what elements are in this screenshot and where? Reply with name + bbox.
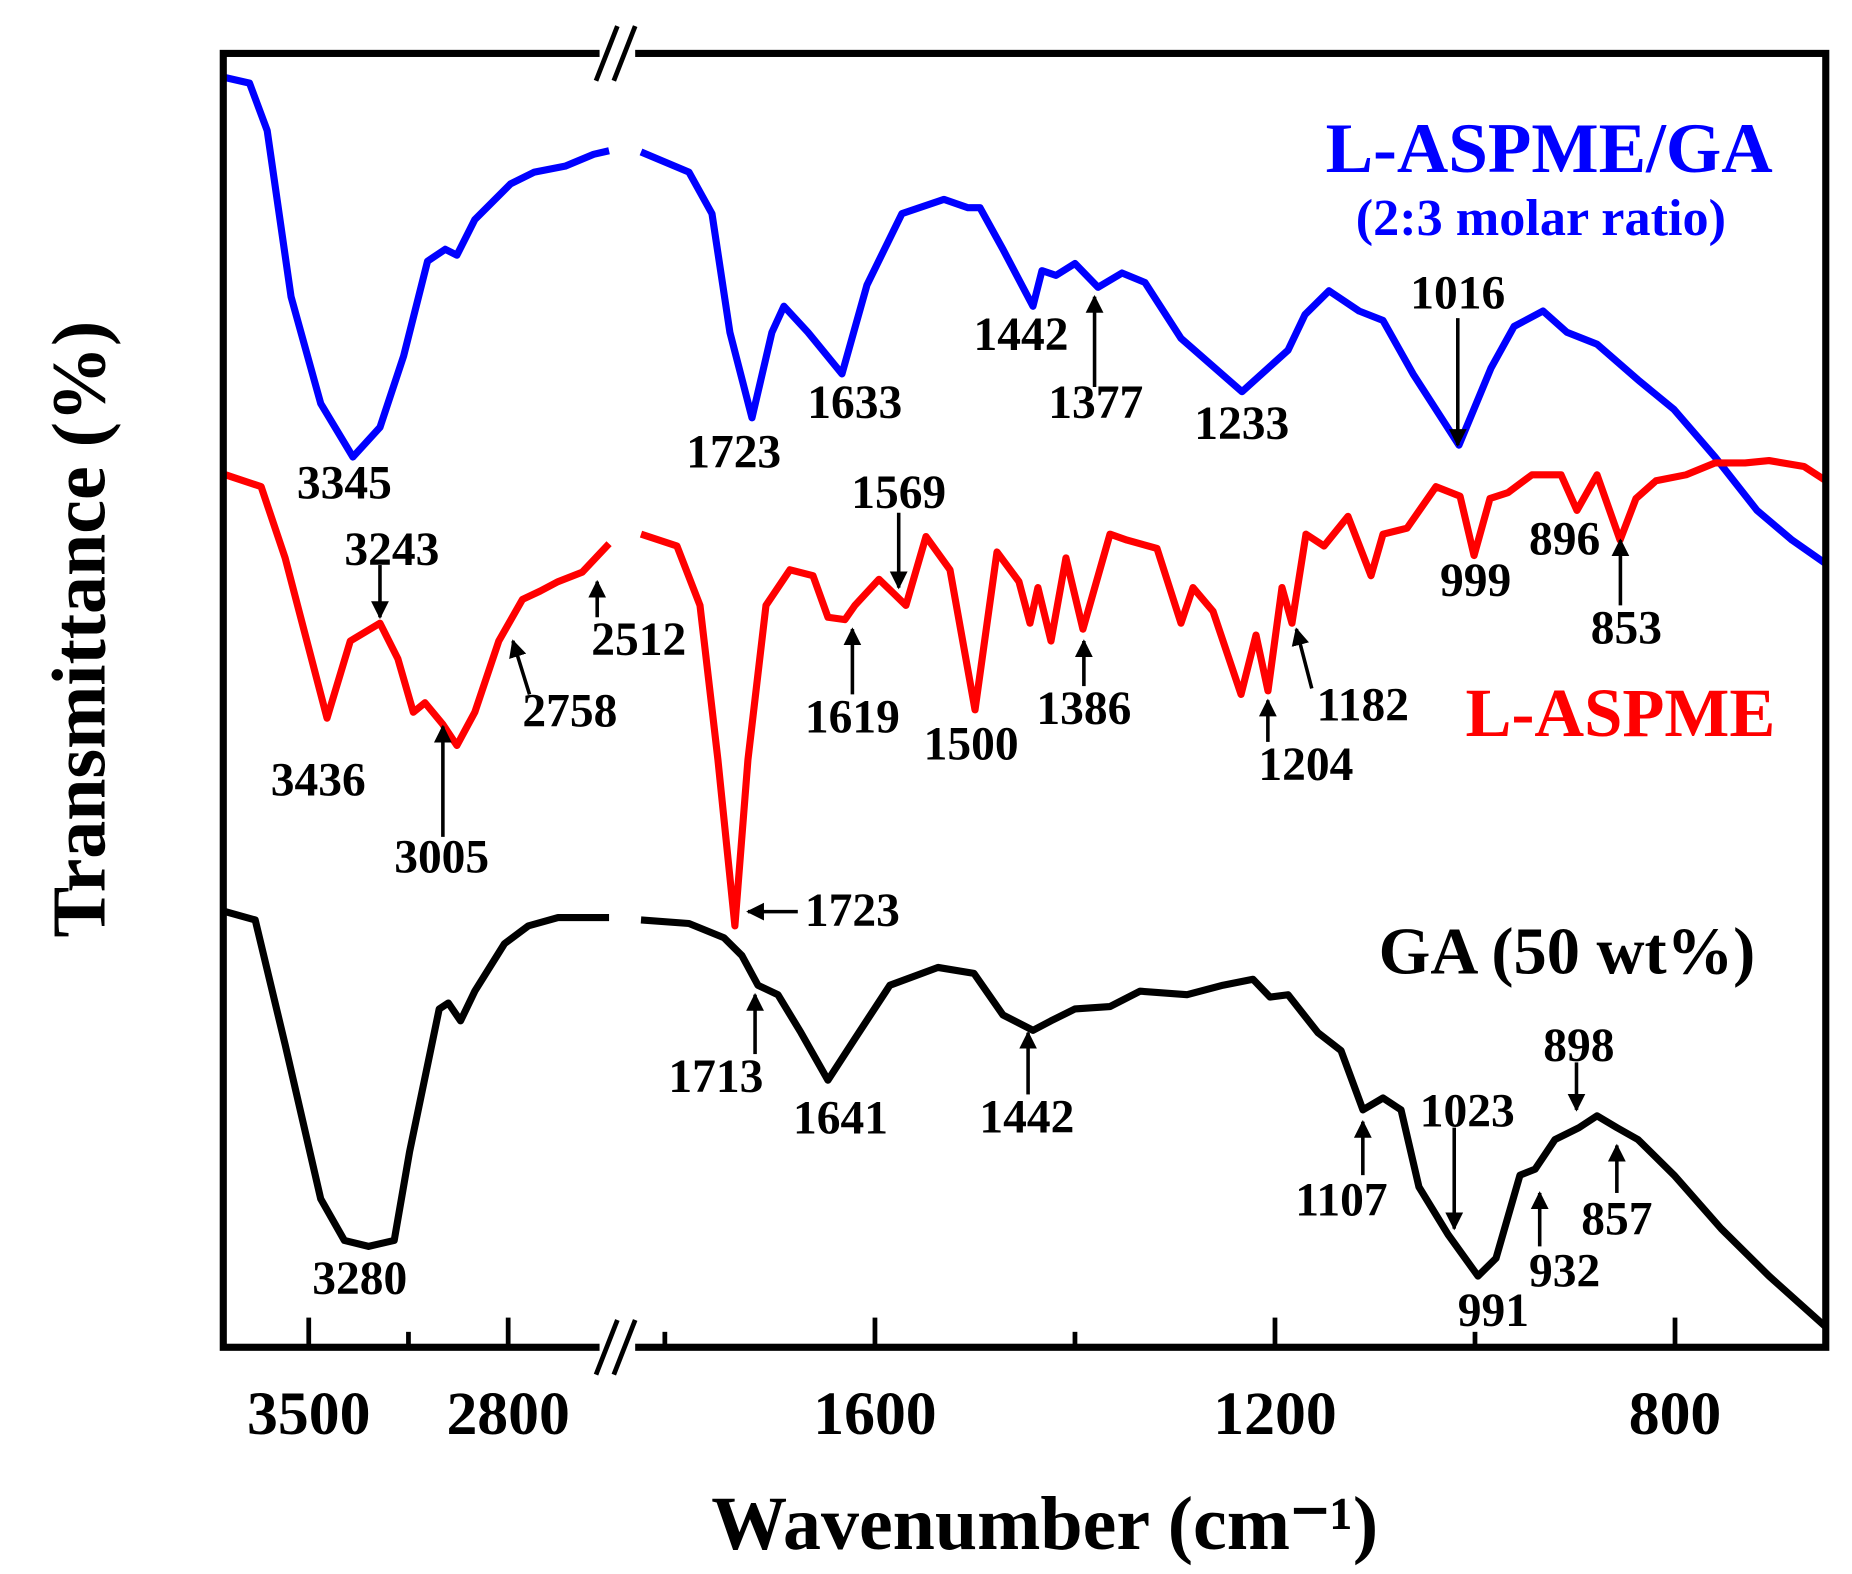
- peak-label-ga-50-wt-1641: 1641: [793, 1093, 888, 1145]
- peak-label-l-aspme-3436: 3436: [271, 754, 366, 806]
- legend-label-l-aspme: L-ASPME: [1466, 675, 1776, 751]
- x-tick-label: 3500: [247, 1380, 370, 1448]
- series-line-l-aspme-right: [639, 457, 1828, 930]
- legend-label-ga: GA (50 wt%): [1379, 915, 1756, 988]
- x-tick-label: 2800: [446, 1380, 569, 1448]
- peak-label-ga-50-wt-898: 898: [1543, 1020, 1614, 1072]
- peak-label-l-aspme-1386: 1386: [1036, 683, 1131, 735]
- peak-label-l-aspme-1569: 1569: [851, 467, 946, 519]
- peak-label-ga-50-wt-857: 857: [1581, 1194, 1652, 1246]
- peak-label-ga-50-wt-3280: 3280: [312, 1253, 407, 1305]
- peak-label-l-aspme-ga-3345: 3345: [297, 458, 392, 510]
- peak-label-ga-50-wt-1442: 1442: [979, 1091, 1074, 1143]
- peak-label-l-aspme-853: 853: [1591, 602, 1662, 654]
- peak-label-l-aspme-ga-1233: 1233: [1194, 398, 1289, 450]
- peak-label-l-aspme-1204: 1204: [1258, 739, 1353, 791]
- peak-label-l-aspme-ga-1723: 1723: [686, 427, 781, 479]
- x-tick-label: 800: [1629, 1380, 1722, 1448]
- peak-label-ga-50-wt-991: 991: [1458, 1285, 1529, 1337]
- peak-label-l-aspme-ga-1016: 1016: [1410, 268, 1505, 320]
- series-line-l-aspme-left: [224, 471, 612, 750]
- x-tick-label: 1200: [1213, 1380, 1336, 1448]
- peak-label-l-aspme-3005: 3005: [394, 831, 489, 883]
- peak-label-l-aspme-ga-1633: 1633: [807, 377, 902, 429]
- axis-break-mark-bottom: [593, 1319, 638, 1376]
- plot-frame: [219, 49, 1830, 1351]
- series-line-ga-50-wt-left: [224, 908, 610, 1250]
- peak-label-ga-50-wt-1023: 1023: [1420, 1085, 1515, 1137]
- peak-label-l-aspme-2512: 2512: [591, 614, 686, 666]
- peak-label-l-aspme-1619: 1619: [805, 691, 900, 743]
- axis-break-mark-top: [593, 25, 638, 82]
- peak-label-l-aspme-1182: 1182: [1317, 680, 1409, 732]
- x-tick-label: 1600: [813, 1380, 936, 1448]
- peak-label-ga-50-wt-1107: 1107: [1295, 1175, 1387, 1227]
- peak-label-l-aspme-ga-1442: 1442: [973, 309, 1068, 361]
- peak-label-l-aspme-999: 999: [1440, 555, 1511, 607]
- series-line-l-aspme-ga-left: [222, 73, 610, 461]
- legend-label-l-aspme-ga: L-ASPME/GA: [1326, 110, 1773, 188]
- y-axis-label: Transmittance (%): [38, 321, 122, 938]
- peak-label-ga-50-wt-932: 932: [1529, 1246, 1600, 1298]
- peak-label-l-aspme-896: 896: [1529, 513, 1600, 565]
- peak-arrow-2758: [509, 639, 532, 695]
- peak-label-l-aspme-1723: 1723: [805, 885, 900, 937]
- peak-label-l-aspme-ga-1377: 1377: [1048, 377, 1143, 429]
- peak-arrow-1182: [1291, 627, 1314, 689]
- peak-label-l-aspme-3243: 3243: [344, 524, 439, 576]
- series-line-ga-50-wt-right: [640, 916, 1829, 1330]
- peak-label-l-aspme-1500: 1500: [924, 719, 1019, 771]
- peak-label-ga-50-wt-1713: 1713: [668, 1051, 763, 1103]
- legend-label-molar-ratio: (2:3 molar ratio): [1356, 189, 1726, 247]
- series-line-l-aspme-ga-right: [639, 148, 1829, 567]
- x-axis-label: Wavenumber (cm⁻¹): [711, 1482, 1378, 1566]
- peak-label-l-aspme-2758: 2758: [522, 685, 617, 737]
